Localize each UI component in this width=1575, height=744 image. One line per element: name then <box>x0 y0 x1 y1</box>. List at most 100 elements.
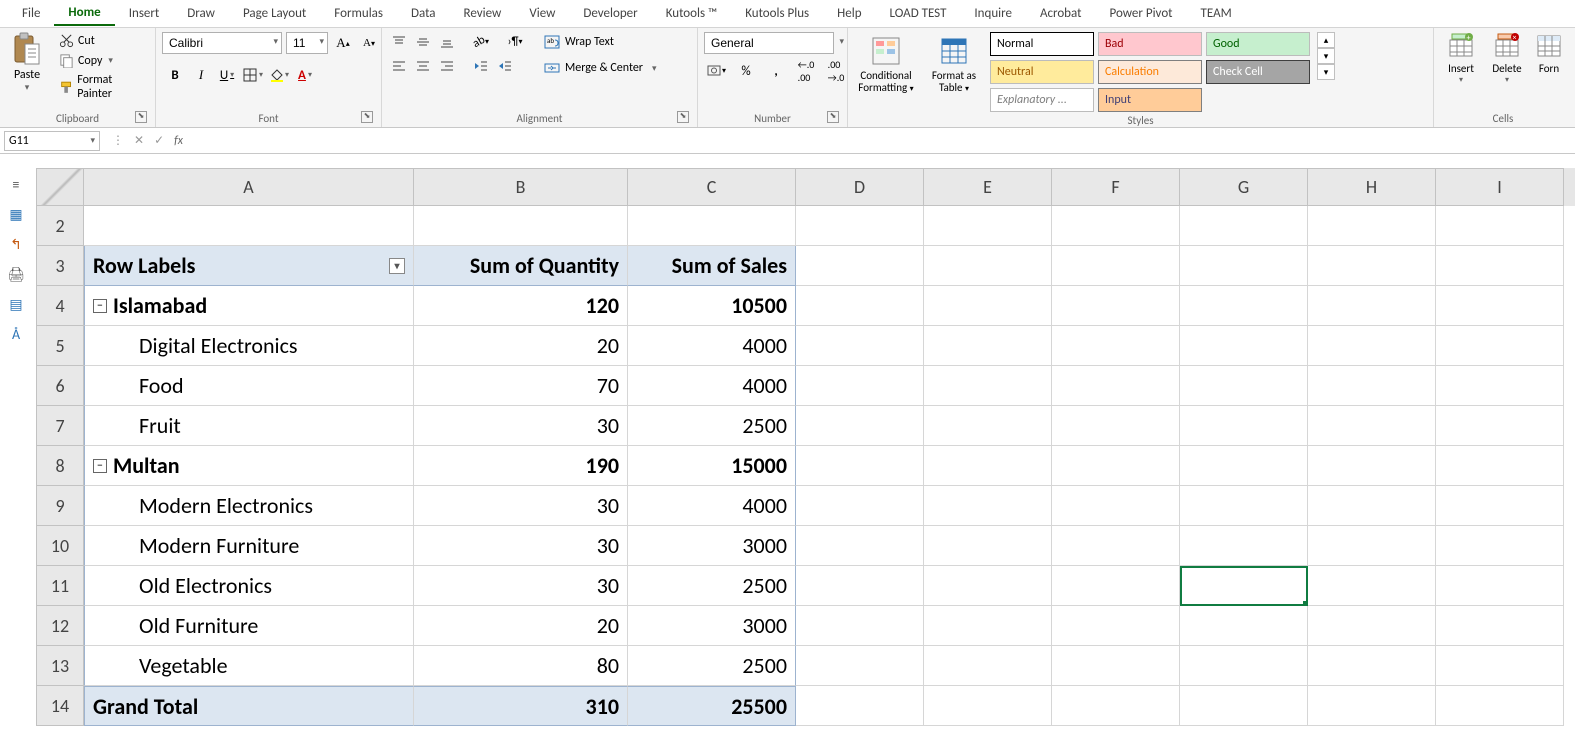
row-header-11[interactable]: 11 <box>36 566 84 606</box>
cell[interactable] <box>796 246 924 286</box>
dialog-launcher-icon[interactable]: ⬊ <box>361 111 373 123</box>
cell[interactable] <box>1180 686 1308 726</box>
cell[interactable]: 3000 <box>628 526 796 566</box>
percent-button[interactable]: % <box>734 60 758 82</box>
cell[interactable] <box>924 566 1052 606</box>
cell[interactable] <box>1308 646 1436 686</box>
font-name-combo[interactable] <box>162 32 282 54</box>
dialog-launcher-icon[interactable]: ⬊ <box>677 111 689 123</box>
cell[interactable] <box>796 686 924 726</box>
chevron-down-icon[interactable]: ▾ <box>25 82 30 93</box>
cell[interactable] <box>1436 326 1564 366</box>
cell[interactable] <box>1436 486 1564 526</box>
gallery-more[interactable]: ▾ <box>1317 64 1335 80</box>
row-header-10[interactable]: 10 <box>36 526 84 566</box>
grow-font-button[interactable]: A▴ <box>332 32 354 54</box>
cell[interactable]: −Islamabad <box>84 286 414 326</box>
cell[interactable]: Sum of Sales <box>628 246 796 286</box>
cell[interactable] <box>796 646 924 686</box>
cell[interactable] <box>796 526 924 566</box>
cell[interactable]: 25500 <box>628 686 796 726</box>
decrease-decimal-button[interactable]: .00→.0 <box>824 60 848 82</box>
collapse-icon[interactable]: − <box>93 459 107 473</box>
cell[interactable] <box>1052 246 1180 286</box>
cell[interactable]: Digital Electronics <box>84 326 414 366</box>
filter-dropdown-icon[interactable]: ▾ <box>389 258 405 274</box>
cell[interactable] <box>1308 366 1436 406</box>
cell[interactable] <box>924 486 1052 526</box>
ribbon-tab-draw[interactable]: Draw <box>173 2 229 25</box>
cell[interactable] <box>1052 326 1180 366</box>
align-center-button[interactable] <box>412 56 434 76</box>
row-header-14[interactable]: 14 <box>36 686 84 726</box>
name-box[interactable]: G11 ▾ <box>4 131 100 151</box>
row-header-13[interactable]: 13 <box>36 646 84 686</box>
align-top-button[interactable] <box>388 32 410 52</box>
ribbon-tab-acrobat[interactable]: Acrobat <box>1026 2 1096 25</box>
border-button[interactable] <box>240 64 266 86</box>
row-header-5[interactable]: 5 <box>36 326 84 366</box>
row-header-2[interactable]: 2 <box>36 206 84 246</box>
chevron-down-icon[interactable]: ▾ <box>90 135 95 146</box>
accounting-format-button[interactable]: ▾ <box>704 60 728 82</box>
column-header-I[interactable]: I <box>1436 168 1564 206</box>
cell[interactable]: 30 <box>414 526 628 566</box>
cell[interactable] <box>1436 646 1564 686</box>
cell[interactable] <box>1308 606 1436 646</box>
formula-input[interactable] <box>191 131 1575 151</box>
column-header-C[interactable]: C <box>628 168 796 206</box>
cell[interactable] <box>924 526 1052 566</box>
dialog-launcher-icon[interactable]: ⬊ <box>135 111 147 123</box>
cell[interactable] <box>1308 246 1436 286</box>
cell[interactable] <box>796 326 924 366</box>
cell[interactable]: 20 <box>414 606 628 646</box>
align-middle-button[interactable] <box>412 32 434 52</box>
cell[interactable] <box>1436 566 1564 606</box>
cell[interactable] <box>1052 566 1180 606</box>
cell-style-normal[interactable]: Normal <box>990 32 1094 56</box>
cell[interactable] <box>1180 366 1308 406</box>
ribbon-tab-power-pivot[interactable]: Power Pivot <box>1095 2 1186 25</box>
shrink-font-button[interactable]: A▾ <box>358 32 380 54</box>
cell[interactable]: 2500 <box>628 406 796 446</box>
cell-style-check-cell[interactable]: Check Cell <box>1206 60 1310 84</box>
cell[interactable] <box>1308 446 1436 486</box>
cell[interactable]: 30 <box>414 486 628 526</box>
gallery-scroll-up[interactable]: ▴ <box>1317 32 1335 48</box>
cell[interactable] <box>1436 366 1564 406</box>
conditional-formatting-button[interactable]: Conditional Formatting ▾ <box>854 32 918 97</box>
cell[interactable]: 3000 <box>628 606 796 646</box>
paste-button[interactable]: Paste ▾ <box>6 32 48 93</box>
cell[interactable] <box>1308 566 1436 606</box>
cell[interactable] <box>796 366 924 406</box>
cell[interactable] <box>1308 206 1436 246</box>
cell[interactable] <box>1180 406 1308 446</box>
cell-style-neutral[interactable]: Neutral <box>990 60 1094 84</box>
gutter-icon-1[interactable]: ≡ <box>7 176 25 192</box>
chevron-down-icon[interactable]: ▾ <box>108 55 113 66</box>
ribbon-tab-review[interactable]: Review <box>450 2 516 25</box>
align-right-button[interactable] <box>436 56 458 76</box>
cell[interactable] <box>1180 246 1308 286</box>
cell-style-explanatory-[interactable]: Explanatory ... <box>990 88 1094 112</box>
cell[interactable] <box>1052 606 1180 646</box>
row-header-8[interactable]: 8 <box>36 446 84 486</box>
cell[interactable]: 4000 <box>628 366 796 406</box>
ribbon-tab-formulas[interactable]: Formulas <box>320 2 397 25</box>
cell[interactable]: 30 <box>414 406 628 446</box>
gutter-icon-2[interactable]: ▦ <box>7 206 25 222</box>
ribbon-tab-page-layout[interactable]: Page Layout <box>229 2 320 25</box>
gutter-icon-4[interactable]: 🖨 <box>7 266 25 282</box>
cell[interactable]: 2500 <box>628 566 796 606</box>
cell[interactable]: 310 <box>414 686 628 726</box>
ribbon-tab-data[interactable]: Data <box>397 2 450 25</box>
ribbon-tab-home[interactable]: Home <box>54 1 114 26</box>
cell[interactable] <box>1436 206 1564 246</box>
cell[interactable] <box>1308 526 1436 566</box>
rtl-button[interactable]: ›¶▾ <box>504 32 526 52</box>
cell[interactable]: Sum of Quantity <box>414 246 628 286</box>
cell[interactable] <box>1052 646 1180 686</box>
cell[interactable] <box>1180 646 1308 686</box>
wrap-text-button[interactable]: ab Wrap Text <box>540 32 661 52</box>
cell[interactable] <box>1180 446 1308 486</box>
